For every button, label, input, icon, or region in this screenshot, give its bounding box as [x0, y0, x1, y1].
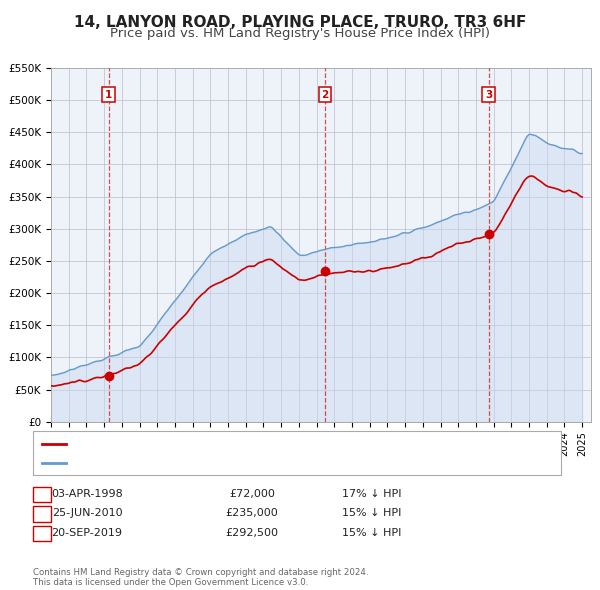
Text: 14, LANYON ROAD, PLAYING PLACE, TRURO, TR3 6HF (detached house): 14, LANYON ROAD, PLAYING PLACE, TRURO, T…: [70, 439, 441, 448]
Text: £72,000: £72,000: [229, 489, 275, 499]
Text: 1: 1: [38, 489, 46, 499]
Text: 25-JUN-2010: 25-JUN-2010: [52, 509, 122, 518]
Text: 17% ↓ HPI: 17% ↓ HPI: [342, 489, 402, 499]
Text: HPI: Average price, detached house, Cornwall: HPI: Average price, detached house, Corn…: [70, 458, 308, 468]
Text: 2: 2: [322, 90, 329, 100]
Text: 14, LANYON ROAD, PLAYING PLACE, TRURO, TR3 6HF: 14, LANYON ROAD, PLAYING PLACE, TRURO, T…: [74, 15, 526, 30]
Text: £235,000: £235,000: [226, 509, 278, 518]
Text: £292,500: £292,500: [226, 528, 278, 537]
Text: 20-SEP-2019: 20-SEP-2019: [52, 528, 122, 537]
Text: Contains HM Land Registry data © Crown copyright and database right 2024.
This d: Contains HM Land Registry data © Crown c…: [33, 568, 368, 587]
Text: 1: 1: [105, 90, 112, 100]
Text: 2: 2: [38, 509, 46, 518]
Text: 3: 3: [485, 90, 492, 100]
Text: 15% ↓ HPI: 15% ↓ HPI: [343, 509, 401, 518]
Text: 3: 3: [38, 528, 46, 537]
Text: 03-APR-1998: 03-APR-1998: [51, 489, 123, 499]
Text: Price paid vs. HM Land Registry's House Price Index (HPI): Price paid vs. HM Land Registry's House …: [110, 27, 490, 40]
Text: 15% ↓ HPI: 15% ↓ HPI: [343, 528, 401, 537]
